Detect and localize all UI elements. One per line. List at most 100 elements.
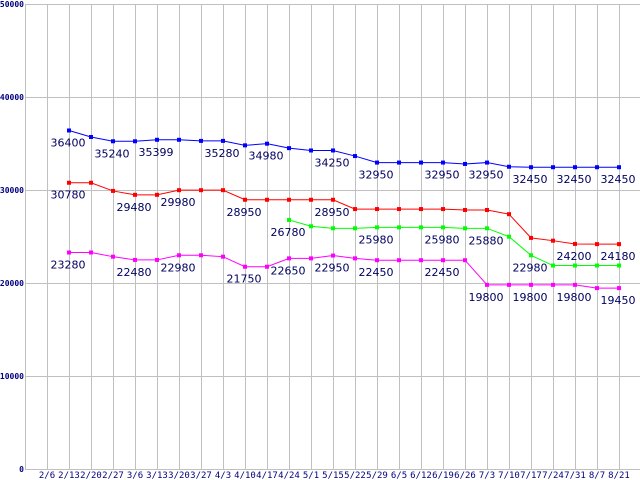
x-axis-ticks: 2/6 2/13 2/20 2/27 3/6 3/13 3/20 3/27 4/3 4/10 4/1… <box>39 471 630 480</box>
data-point <box>617 263 621 268</box>
data-point <box>529 253 533 258</box>
x-tick-label: 2/20 <box>80 471 102 480</box>
data-label: 22480 <box>117 266 152 279</box>
data-point <box>595 263 599 268</box>
x-tick-label: 4/10 <box>234 471 256 480</box>
data-point <box>133 257 137 262</box>
data-label: 25980 <box>359 233 394 246</box>
data-point <box>617 286 621 291</box>
data-point <box>595 286 599 291</box>
data-label: 32950 <box>425 169 460 182</box>
x-tick-label: 5/22 <box>344 471 366 480</box>
data-point <box>67 128 71 133</box>
data-label: 19800 <box>469 291 504 304</box>
data-point <box>375 160 379 165</box>
data-point <box>265 141 269 146</box>
data-point <box>67 180 71 185</box>
data-label: 22950 <box>315 262 350 275</box>
data-point <box>199 188 203 193</box>
x-tick-label: 3/13 <box>146 471 168 480</box>
data-point <box>441 225 445 230</box>
data-point <box>507 282 511 287</box>
data-point <box>573 165 577 170</box>
data-point <box>507 234 511 239</box>
data-point <box>353 226 357 231</box>
data-point <box>243 264 247 269</box>
data-label: 36400 <box>51 136 86 149</box>
y-tick-label: 30000 <box>0 186 24 195</box>
data-point <box>485 282 489 287</box>
data-label: 32950 <box>359 169 394 182</box>
data-point <box>309 224 313 229</box>
data-label: 35280 <box>205 147 240 160</box>
data-point <box>419 207 423 212</box>
x-tick-label: 6/19 <box>432 471 454 480</box>
data-point <box>419 258 423 263</box>
data-label: 32950 <box>469 169 504 182</box>
data-point <box>485 226 489 231</box>
data-point <box>331 253 335 258</box>
series-line-magenta <box>69 251 619 289</box>
data-point <box>155 257 159 262</box>
x-tick-label: 7/31 <box>564 471 586 480</box>
x-tick-label: 3/27 <box>190 471 212 480</box>
x-tick-label: 6/26 <box>454 471 476 480</box>
data-point <box>177 137 181 142</box>
x-tick-label: 6/12 <box>410 471 432 480</box>
data-point <box>485 160 489 165</box>
x-tick-label: 4/24 <box>278 471 300 480</box>
data-point <box>441 207 445 212</box>
x-tick-label: 4/17 <box>256 471 278 480</box>
data-label: 25980 <box>425 233 460 246</box>
data-point <box>287 256 291 261</box>
y-tick-label: 10000 <box>0 372 24 381</box>
x-tick-label: 5/29 <box>366 471 388 480</box>
data-label: 23280 <box>51 258 86 271</box>
series-line-blue <box>68 130 619 168</box>
data-point <box>199 253 203 258</box>
data-point <box>595 165 599 170</box>
data-point <box>353 256 357 261</box>
data-point <box>67 250 71 255</box>
data-point <box>551 238 555 243</box>
data-point <box>353 154 357 159</box>
series-layer: 36400 35240 35399 35280 34980 34250 32950 32950… <box>51 128 636 307</box>
data-point <box>419 225 423 230</box>
data-label: 28950 <box>315 206 350 219</box>
data-point <box>243 197 247 202</box>
data-point <box>463 207 467 212</box>
x-tick-label: 6/5 <box>391 471 407 480</box>
data-point <box>397 225 401 230</box>
data-point <box>529 165 533 170</box>
data-label: 34250 <box>315 156 350 169</box>
data-point <box>133 139 137 144</box>
data-point <box>397 207 401 212</box>
data-point <box>353 207 357 212</box>
y-tick-label: 0 <box>19 465 24 474</box>
data-point <box>221 254 225 259</box>
data-label: 21750 <box>227 273 262 286</box>
data-point <box>485 207 489 212</box>
data-label: 22450 <box>425 266 460 279</box>
series-blue: 36400 35240 35399 35280 34980 34250 32950 32950… <box>51 128 636 186</box>
data-label: 30780 <box>51 189 86 202</box>
data-point <box>375 258 379 263</box>
data-label: 29480 <box>117 201 152 214</box>
x-tick-label: 3/6 <box>127 471 143 480</box>
data-point <box>199 138 203 143</box>
data-point <box>221 188 225 193</box>
data-label: 24200 <box>557 250 592 263</box>
data-point <box>441 258 445 263</box>
data-point <box>89 134 93 139</box>
data-point <box>177 188 181 193</box>
data-label: 29980 <box>161 196 196 209</box>
series-magenta: 23280 22480 22980 21750 22650 22950 22450 22450… <box>51 250 636 307</box>
data-point <box>111 139 115 144</box>
series-line-red <box>69 182 619 245</box>
data-point <box>375 207 379 212</box>
x-tick-label: 8/7 <box>589 471 605 480</box>
data-point <box>463 258 467 263</box>
data-point <box>111 254 115 259</box>
data-label: 28950 <box>227 206 262 219</box>
